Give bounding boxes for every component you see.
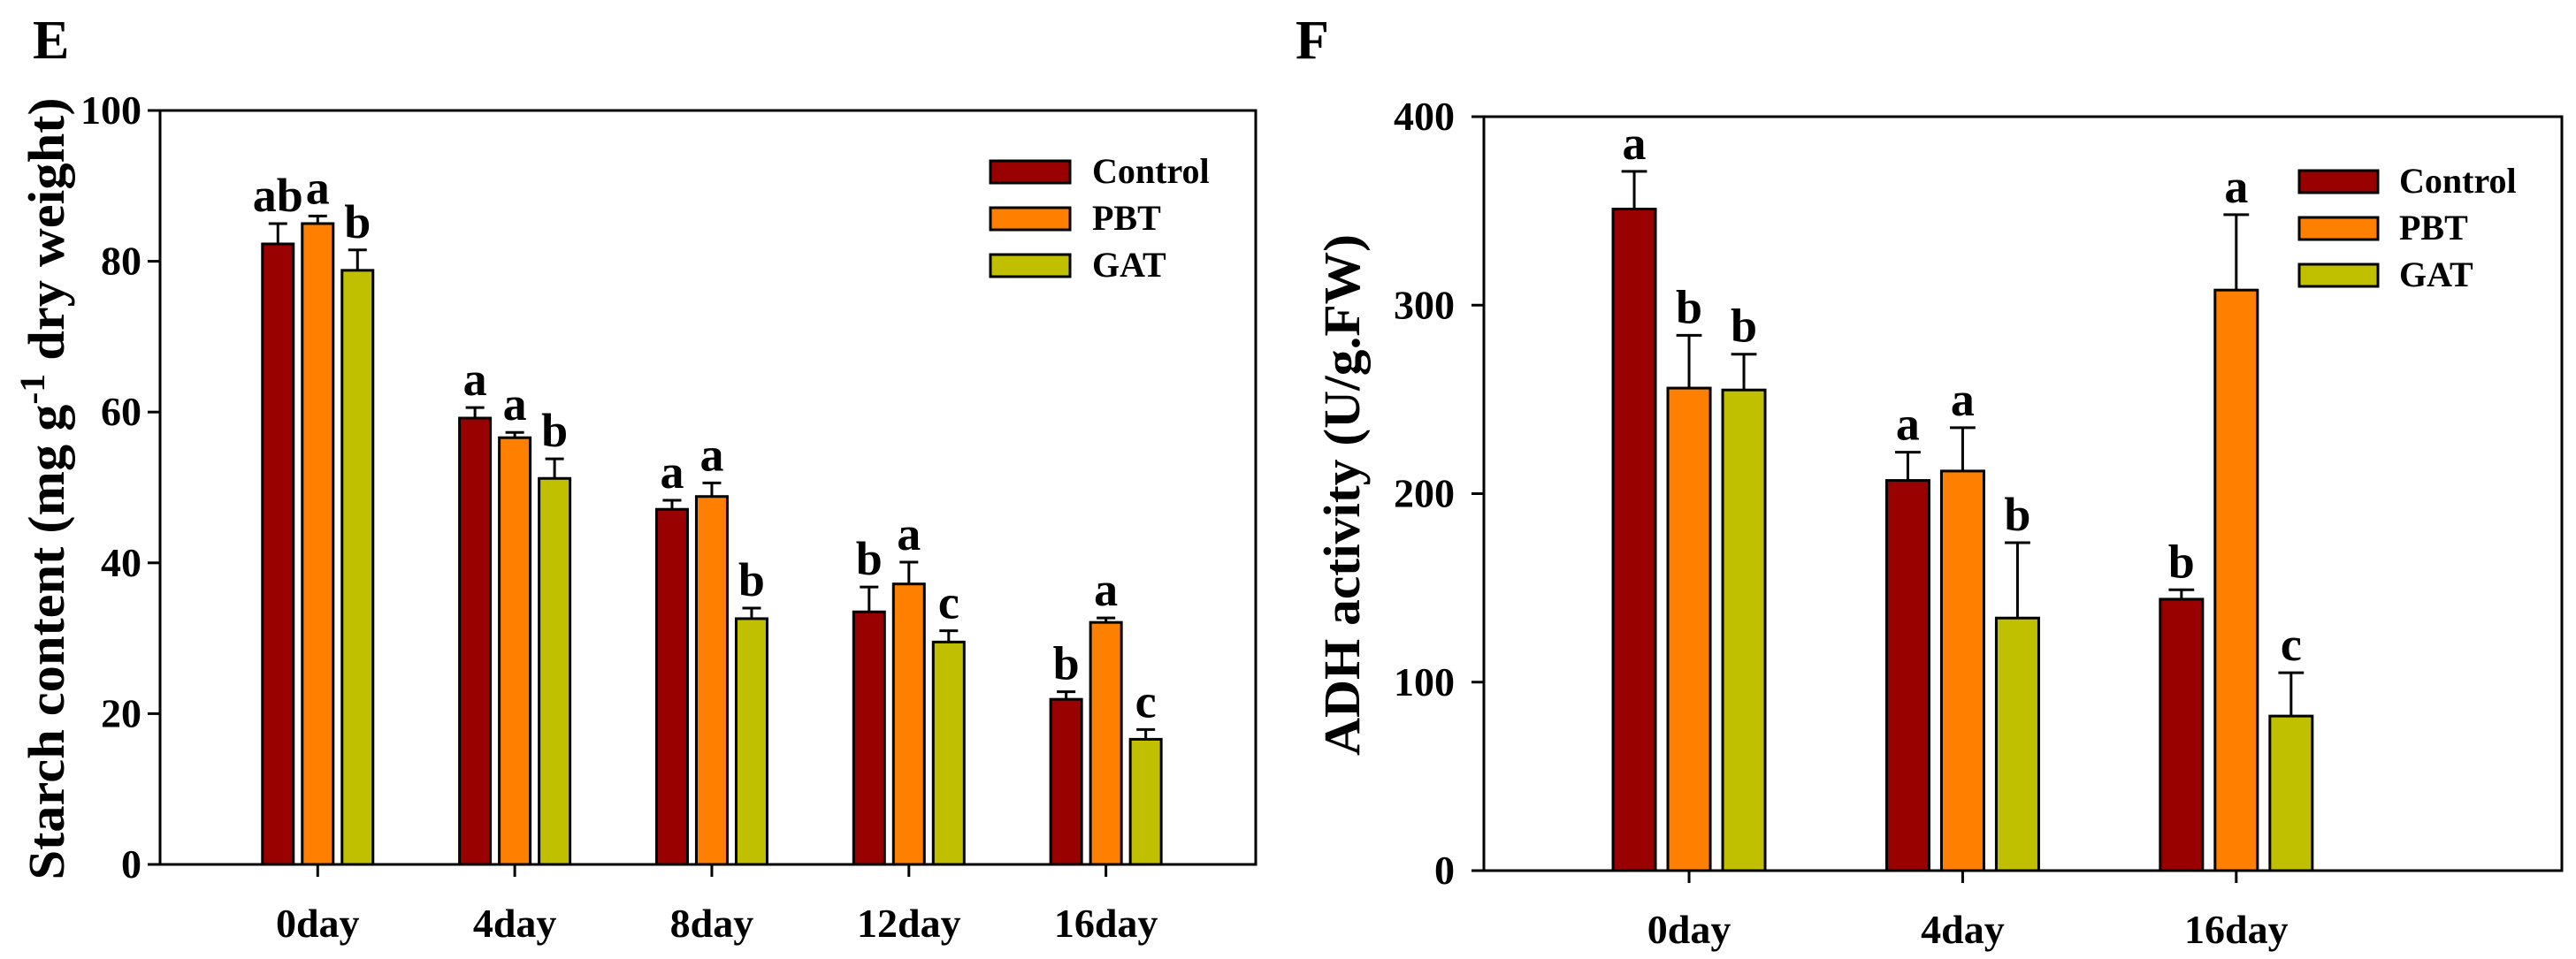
legend-swatch-gat <box>989 253 1072 278</box>
significance-letter: a <box>1896 398 1920 451</box>
significance-letter: b <box>1676 280 1702 333</box>
legend-swatch-pbt <box>989 206 1072 232</box>
legend-swatch-control <box>2297 169 2380 194</box>
bar-pbt <box>1939 469 1985 872</box>
y-tick-label: 40 <box>101 540 141 585</box>
legend-swatch-pbt <box>2297 216 2380 241</box>
x-tick-label: 0day <box>1647 907 1731 952</box>
significance-letter: b <box>856 532 883 585</box>
bar-gat <box>538 476 572 866</box>
x-tick-label: 4day <box>1921 907 2005 952</box>
bar-control <box>458 416 493 866</box>
y-tick-label: 0 <box>1434 848 1455 893</box>
x-tick-label: 4day <box>473 901 557 946</box>
legend: Control PBT GAT <box>2297 161 2517 294</box>
bar-gat <box>931 640 966 866</box>
bar-pbt <box>498 436 532 866</box>
significance-letter: a <box>1094 563 1118 616</box>
y-axis-label-f: ADH activity (U/g.FW) <box>1313 234 1371 756</box>
significance-letter: b <box>2168 535 2195 588</box>
significance-letter: a <box>699 428 723 481</box>
y-tick-label: 20 <box>101 690 141 735</box>
bar-gat <box>1128 737 1163 866</box>
significance-letter: ab <box>253 169 303 222</box>
x-tick-label: 16day <box>1054 901 1158 946</box>
y-tick-label: 300 <box>1394 282 1455 327</box>
bar-pbt <box>694 495 729 866</box>
bar-pbt <box>891 582 926 866</box>
bar-control <box>1049 697 1083 866</box>
significance-letter: b <box>541 404 568 457</box>
panel-f-adh-chart: F ADH activity (U/g.FW) 0 100 200 300 400 0da… <box>1296 11 2564 952</box>
significance-letter: a <box>1623 117 1647 170</box>
bar-control <box>654 507 689 866</box>
legend-label-gat: GAT <box>1092 245 1166 285</box>
significance-letter: b <box>1053 637 1080 690</box>
bar-control <box>1884 479 1930 872</box>
x-tick-label: 8day <box>670 901 754 946</box>
panel-e-starch-chart: E Starch content (mg g-1 dry weight) 0 20… <box>12 11 1257 946</box>
significance-letter: a <box>660 445 684 499</box>
bar-pbt <box>1666 386 1712 872</box>
x-tick-label: 16day <box>2184 907 2289 952</box>
legend-label-pbt: PBT <box>2399 208 2468 247</box>
y-tick-label: 80 <box>101 239 141 284</box>
significance-letter: b <box>738 553 765 606</box>
y-label-superscript: -1 <box>12 374 52 405</box>
significance-letter: c <box>1135 674 1157 727</box>
y-tick-label: 400 <box>1394 94 1455 139</box>
legend-swatch-gat <box>2297 263 2380 288</box>
bar-gat <box>1994 616 2040 872</box>
bar-control <box>1611 207 1657 872</box>
bar-gat <box>1721 388 1767 872</box>
significance-letter: b <box>344 195 371 248</box>
y-tick-label: 100 <box>1394 659 1455 704</box>
y-tick-label: 200 <box>1394 471 1455 516</box>
y-tick-label: 0 <box>121 841 141 887</box>
significance-letter: a <box>463 353 487 406</box>
bar-gat <box>734 617 768 866</box>
plot-frame <box>158 109 1257 866</box>
bar-control <box>2159 597 2205 872</box>
significance-letter: a <box>306 161 330 214</box>
y-tick-label: 60 <box>101 389 141 434</box>
legend-label-control: Control <box>2399 161 2517 201</box>
significance-letter: c <box>938 576 959 629</box>
plot-frame <box>1482 115 2564 872</box>
bar-pbt <box>2213 288 2259 872</box>
legend-label-control: Control <box>1092 151 1210 191</box>
bar-gat <box>340 269 375 866</box>
panel-label-f: F <box>1296 11 1329 71</box>
y-label-main: Starch content (mg g <box>18 405 75 880</box>
y-axis-label-e: Starch content (mg g-1 dry weight) <box>12 97 75 879</box>
bar-pbt <box>1089 620 1123 866</box>
x-tick-label: 0day <box>276 901 360 946</box>
significance-letter: a <box>897 507 921 560</box>
x-tick-label: 12day <box>857 901 961 946</box>
legend-label-pbt: PBT <box>1092 198 1161 238</box>
significance-letter: a <box>2224 160 2248 213</box>
y-tick-label: 100 <box>80 88 141 133</box>
significance-letter: b <box>2004 488 2030 541</box>
bar-control <box>261 242 295 866</box>
significance-letter: b <box>1731 300 1757 353</box>
legend-label-gat: GAT <box>2399 255 2473 294</box>
legend: Control PBT GAT <box>989 151 1210 285</box>
bar-gat <box>2268 714 2314 872</box>
bar-pbt <box>301 222 335 866</box>
significance-letter: c <box>2281 618 2302 671</box>
panel-label-e: E <box>33 11 69 71</box>
bar-control <box>852 610 886 866</box>
y-label-tail: dry weight) <box>18 97 75 373</box>
significance-letter: a <box>1951 373 1975 426</box>
significance-letter: a <box>503 377 527 430</box>
legend-swatch-control <box>989 159 1072 185</box>
